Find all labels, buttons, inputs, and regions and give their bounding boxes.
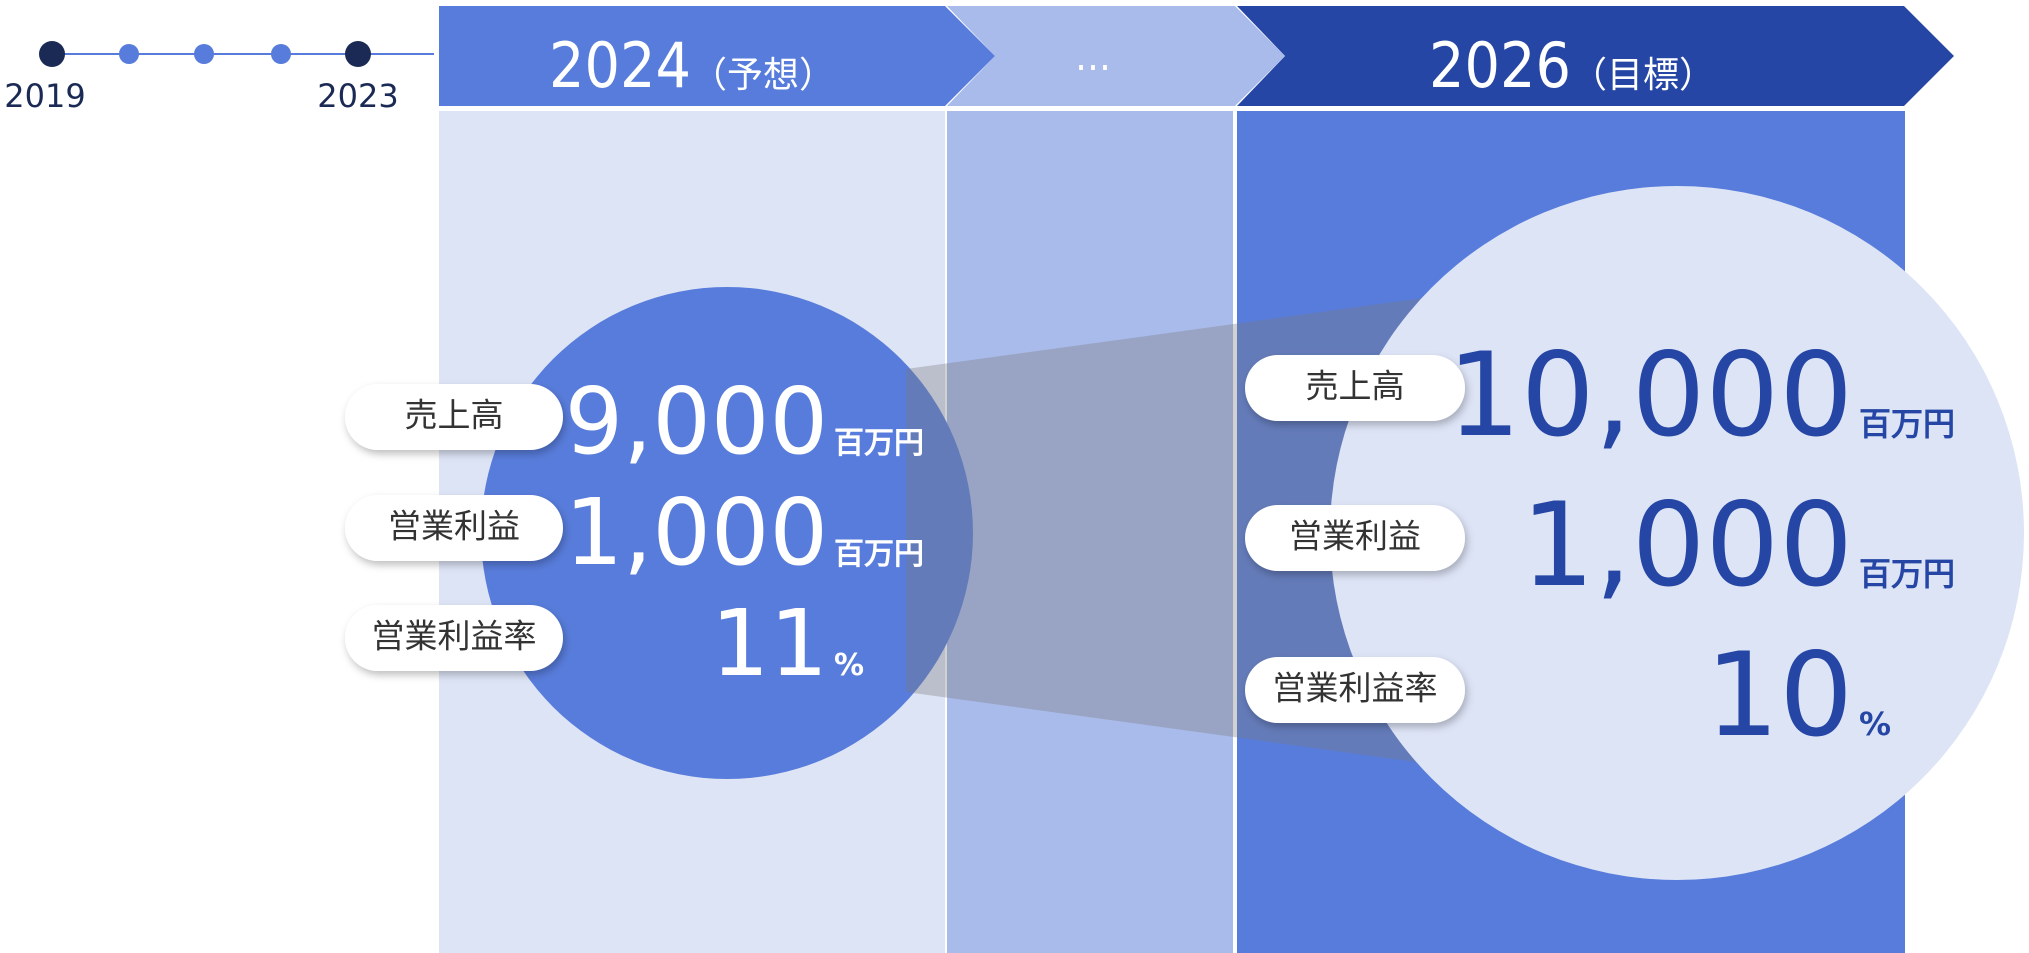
- metric-label: 営業利益率: [1273, 669, 1438, 708]
- metric-pill: [1245, 657, 1465, 723]
- metric-unit: 百万円: [1859, 405, 1955, 443]
- metric-value: 9,000: [565, 368, 828, 475]
- metric-value: 1,000: [1521, 478, 1853, 613]
- timeline-label: 2023: [317, 77, 398, 115]
- timeline-dot: [119, 44, 139, 64]
- metric-label: 営業利益率: [372, 617, 537, 656]
- metric-unit: 百万円: [834, 537, 924, 572]
- metric-unit: 百万円: [834, 426, 924, 461]
- header-arrow: [1237, 6, 1954, 106]
- metric-label: 営業利益: [388, 507, 520, 546]
- column-bg: [947, 111, 1233, 953]
- timeline-dot: [345, 41, 371, 67]
- metric-pill: [345, 605, 563, 671]
- forecast-circle: [481, 287, 973, 779]
- target-circle: [1330, 186, 2024, 880]
- metric-unit: %: [1859, 705, 1891, 743]
- metric-value: 11: [711, 590, 828, 697]
- metric-pill: [345, 384, 563, 450]
- metric-label: 売上高: [405, 396, 504, 435]
- metric-pill: [1245, 505, 1465, 571]
- header-arrow: [439, 6, 995, 106]
- timeline-label: 2019: [4, 77, 85, 115]
- metric-pill: [1245, 355, 1465, 421]
- metric-value: 10,000: [1447, 328, 1853, 463]
- metric-value: 1,000: [565, 479, 828, 586]
- metric-value: 10: [1705, 628, 1853, 763]
- metric-label: 営業利益: [1289, 517, 1421, 556]
- timeline-dot: [194, 44, 214, 64]
- header-arrow: [947, 6, 1285, 106]
- metric-pill: [345, 495, 563, 561]
- metric-unit: 百万円: [1859, 555, 1955, 593]
- metric-unit: %: [834, 648, 864, 683]
- column-header: 2024（予想）: [549, 29, 835, 102]
- timeline-dot: [271, 44, 291, 64]
- column-header: …: [1075, 34, 1111, 80]
- metric-label: 売上高: [1306, 367, 1405, 406]
- column-header: 2026（目標）: [1429, 29, 1715, 102]
- timeline-dot: [39, 41, 65, 67]
